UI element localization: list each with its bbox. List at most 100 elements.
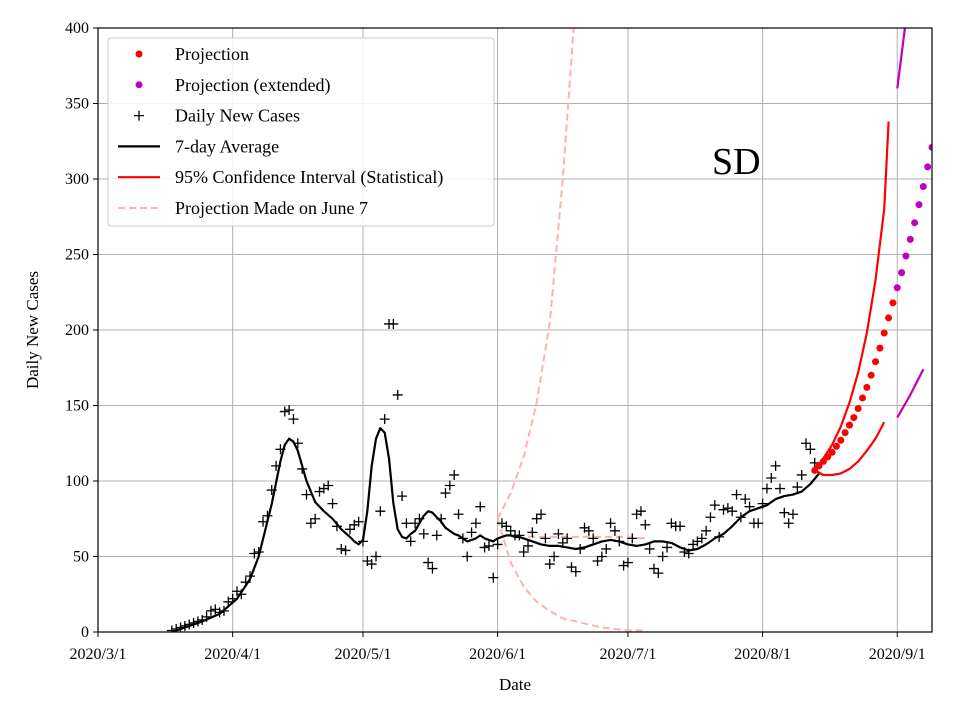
- daily-case-marker: [488, 572, 499, 583]
- daily-case-marker: [575, 543, 586, 554]
- daily-case-marker: [214, 607, 225, 618]
- daily-case-marker: [218, 605, 229, 616]
- x-tick-label: 2020/5/1: [335, 646, 392, 663]
- y-tick-label: 0: [81, 624, 89, 641]
- daily-case-marker: [783, 518, 794, 529]
- daily-case-marker: [796, 469, 807, 480]
- daily-case-marker: [258, 516, 269, 527]
- daily-case-marker: [284, 405, 295, 416]
- y-axis-title: Daily New Cases: [23, 271, 42, 389]
- daily-case-marker: [457, 533, 468, 544]
- daily-case-marker: [675, 521, 686, 532]
- projection-point: [872, 358, 880, 366]
- y-tick-label: 250: [65, 247, 89, 264]
- daily-case-marker: [744, 501, 755, 512]
- daily-case-marker: [366, 559, 377, 570]
- projection-point: [850, 414, 858, 422]
- daily-case-marker: [492, 539, 503, 550]
- projection-point: [832, 442, 840, 450]
- projection-point: [828, 448, 836, 456]
- daily-case-marker: [757, 498, 768, 509]
- projection-point: [811, 466, 819, 474]
- daily-case-marker: [766, 472, 777, 483]
- y-tick-label: 350: [65, 96, 89, 113]
- daily-case-marker: [705, 512, 716, 523]
- legend-label: Daily New Cases: [175, 106, 300, 126]
- legend-plus-icon: [134, 110, 144, 121]
- daily-case-marker: [557, 537, 568, 548]
- daily-case-marker: [470, 518, 481, 529]
- x-axis-title: Date: [499, 675, 531, 694]
- legend-label: Projection: [175, 44, 249, 64]
- daily-case-marker: [414, 513, 425, 524]
- daily-case-marker: [627, 533, 638, 544]
- daily-case-marker: [649, 563, 659, 574]
- daily-case-marker: [662, 542, 673, 553]
- clipped-series: [166, 28, 932, 632]
- seven-day-average-line: [171, 427, 820, 632]
- daily-case-marker: [570, 566, 581, 577]
- daily-case-marker: [588, 533, 599, 544]
- daily-case-marker: [175, 622, 186, 632]
- legend-dot-icon: [135, 81, 143, 89]
- projection-point: [824, 453, 832, 461]
- legend-dot-icon: [135, 50, 143, 58]
- daily-case-marker: [192, 616, 203, 627]
- daily-case-marker: [531, 513, 542, 524]
- projection-extended-point: [893, 284, 901, 292]
- daily-case-marker: [657, 551, 668, 562]
- daily-case-marker: [779, 507, 790, 518]
- projection-point: [889, 299, 897, 307]
- projection-point: [885, 314, 893, 322]
- daily-case-marker: [397, 491, 408, 502]
- legend-label: 7-day Average: [175, 136, 279, 156]
- daily-case-marker: [292, 438, 303, 449]
- daily-case-marker: [331, 521, 342, 532]
- daily-case-marker: [462, 551, 473, 562]
- daily-case-marker: [635, 506, 646, 517]
- daily-case-marker: [279, 406, 290, 417]
- daily-case-marker: [544, 559, 555, 570]
- y-tick-label: 50: [73, 549, 89, 566]
- daily-case-marker: [583, 525, 594, 536]
- daily-case-marker: [770, 460, 781, 471]
- x-tick-label: 2020/3/1: [70, 646, 127, 663]
- daily-case-marker: [518, 546, 529, 557]
- june7-projection-lower-line: [496, 518, 646, 632]
- projection-point: [854, 405, 862, 413]
- axes: 2020/3/1 2020/4/1 2020/5/1 2020/6/1 2020/7/1…: [65, 20, 926, 663]
- daily-case-marker: [622, 557, 633, 568]
- projection-extended-point: [915, 201, 923, 209]
- projection-extended-point: [924, 163, 932, 171]
- daily-case-marker: [297, 463, 308, 474]
- daily-case-marker: [188, 617, 199, 628]
- daily-case-marker: [566, 562, 577, 573]
- daily-case-marker: [344, 524, 355, 535]
- projection-point: [867, 371, 875, 379]
- legend-item-projection: Projection: [135, 44, 249, 64]
- projection-point: [837, 436, 845, 444]
- legend-item-projection_ext: Projection (extended): [135, 75, 330, 96]
- daily-case-marker: [405, 536, 416, 547]
- legend-item-june7: Projection Made on June 7: [118, 198, 368, 218]
- daily-case-marker: [475, 501, 486, 512]
- daily-case-marker: [596, 551, 607, 562]
- legend-label: Projection Made on June 7: [175, 198, 368, 218]
- daily-case-marker: [453, 509, 464, 520]
- daily-case-marker: [549, 551, 560, 562]
- daily-case-marker: [271, 460, 282, 471]
- daily-case-marker: [423, 557, 434, 568]
- legend-item-daily: Daily New Cases: [134, 106, 300, 126]
- state-annotation: SD: [712, 141, 761, 183]
- projection-extended-point: [898, 269, 906, 277]
- x-tick-label: 2020/6/1: [469, 646, 526, 663]
- y-tick-label: 100: [65, 473, 89, 490]
- daily-case-marker: [275, 444, 286, 455]
- daily-case-marker: [327, 498, 338, 509]
- daily-case-marker: [305, 518, 316, 529]
- daily-case-marker: [718, 504, 729, 515]
- daily-case-marker: [379, 414, 390, 425]
- legend-label: Projection (extended): [175, 75, 330, 96]
- daily-case-marker: [609, 525, 620, 536]
